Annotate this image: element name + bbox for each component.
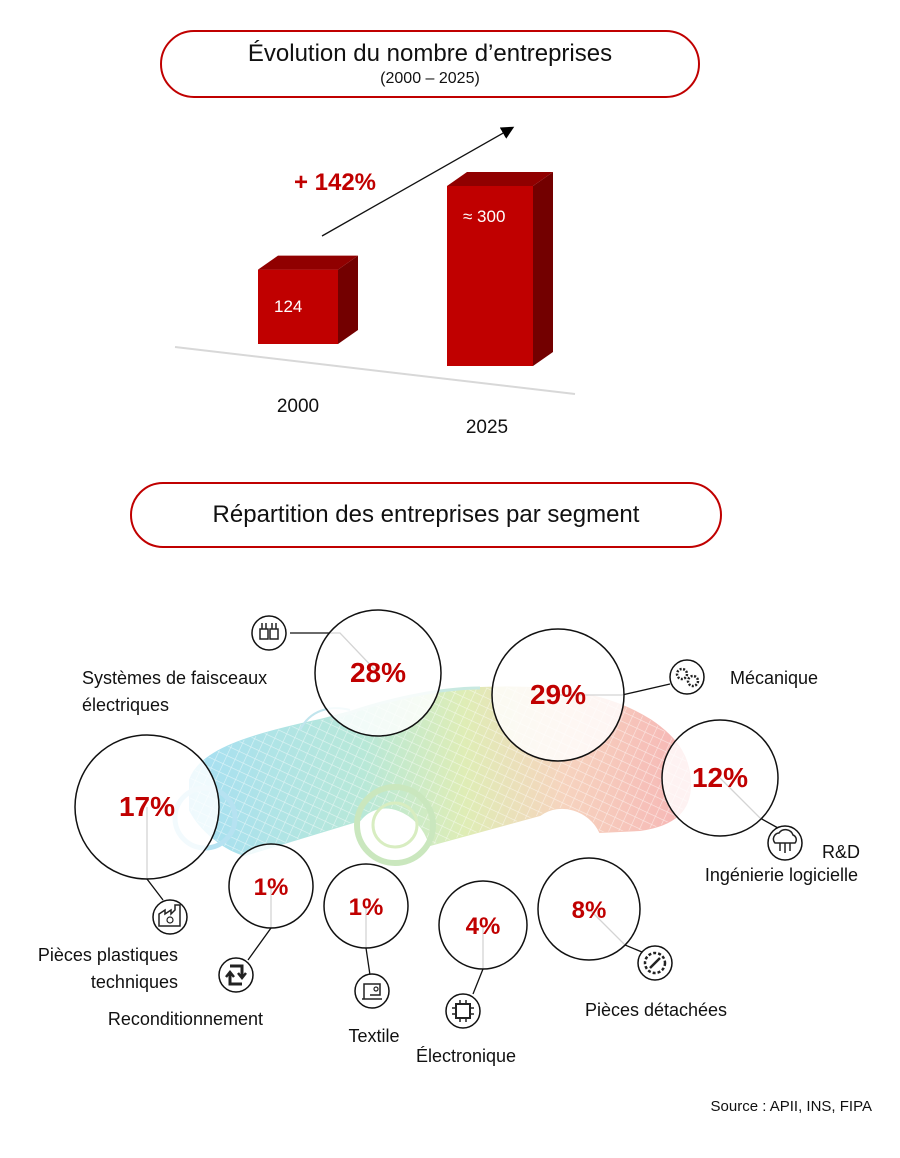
gears-icon — [669, 659, 705, 695]
segment-label: Électronique — [416, 1046, 516, 1066]
segment-bubble — [491, 628, 625, 762]
bar-chart: + 142% 124 2000 ≈ 300 2025 — [174, 126, 576, 438]
bar-side — [533, 172, 553, 366]
segment-percent: 4% — [466, 913, 501, 940]
segment-2: 29% Mécanique — [491, 628, 818, 762]
bar-front — [447, 186, 533, 366]
category-label: 2000 — [277, 396, 319, 417]
segment-label: Textile — [348, 1026, 399, 1046]
segment-percent: 1% — [254, 874, 289, 901]
segment-7: 4% Électronique — [416, 880, 528, 1066]
segment-label: Pièces détachées — [585, 1000, 727, 1020]
segment-percent: 17% — [119, 791, 175, 822]
chart-subtitle: (2000 – 2025) — [380, 70, 480, 87]
segment-group: 28% Systèmes de faisceaux électriques 29% Mé… — [38, 609, 860, 1066]
segment-label: Reconditionnement — [108, 1009, 263, 1029]
segment-label: Ingénierie logicielle — [705, 865, 858, 885]
segment-percent: 1% — [349, 894, 384, 921]
segment-bubble — [228, 843, 314, 929]
cloud-circuit-icon — [767, 825, 803, 861]
segment-label: Pièces plastiques — [38, 945, 178, 965]
source-note: Source : APII, INS, FIPA — [710, 1098, 872, 1115]
growth-arrow — [321, 126, 515, 237]
segment-percent: 8% — [572, 897, 607, 924]
bar-top — [447, 172, 553, 186]
segment-label: Systèmes de faisceaux — [82, 668, 267, 688]
growth-annotation: + 142% — [294, 169, 376, 196]
refresh-icon — [218, 957, 254, 993]
bar-top — [258, 255, 358, 270]
gear-wrench-icon — [637, 945, 673, 981]
wiring-harness-icon — [251, 615, 287, 651]
bar-2000: 124 — [258, 255, 358, 344]
bar-2025: ≈ 300 — [447, 172, 553, 366]
baseline — [174, 346, 576, 395]
bar-value-label: 124 — [274, 297, 302, 316]
segment-label: Mécanique — [730, 668, 818, 688]
segment-label: R&D — [822, 842, 860, 862]
bar-front — [258, 269, 338, 344]
sewing-machine-icon — [354, 973, 390, 1009]
segment-bubble — [537, 857, 641, 961]
chart-title: Évolution du nombre d’entreprises — [247, 40, 613, 67]
category-label: 2025 — [466, 417, 508, 438]
segment-8: 8% Pièces détachées — [537, 857, 727, 1020]
segment-percent: 28% — [350, 657, 406, 688]
segment-bubble — [438, 880, 528, 970]
chip-icon — [445, 993, 481, 1029]
segment-label: techniques — [91, 972, 178, 992]
bar-group: 124 2000 ≈ 300 2025 — [258, 172, 553, 438]
segment-bubble — [661, 719, 779, 837]
bar-side — [338, 255, 358, 344]
segment-label: électriques — [82, 695, 169, 715]
segment-percent: 12% — [692, 762, 748, 793]
segment-bubble — [74, 734, 220, 880]
factory-recycle-icon — [152, 899, 188, 935]
segment-title: Répartition des entreprises par segment — [212, 501, 640, 528]
segment-4: 17% Pièces plastiques techniques — [38, 734, 220, 992]
chart-title-box: Évolution du nombre d’entreprises (2000 … — [160, 30, 700, 98]
segment-3: 12% R&D Ingénierie logicielle — [661, 719, 860, 885]
segment-title-box: Répartition des entreprises par segment — [130, 482, 722, 548]
segment-1: 28% Systèmes de faisceaux électriques — [82, 609, 442, 737]
segment-6: 1% Textile — [323, 863, 409, 1046]
bar-value-label: ≈ 300 — [463, 207, 505, 226]
segment-bubble — [314, 609, 442, 737]
segment-chart: 28% Systèmes de faisceaux électriques 29% Mé… — [38, 609, 860, 1066]
segment-5: 1% Reconditionnement — [108, 843, 314, 1029]
segment-percent: 29% — [530, 679, 586, 710]
segment-bubble — [323, 863, 409, 949]
